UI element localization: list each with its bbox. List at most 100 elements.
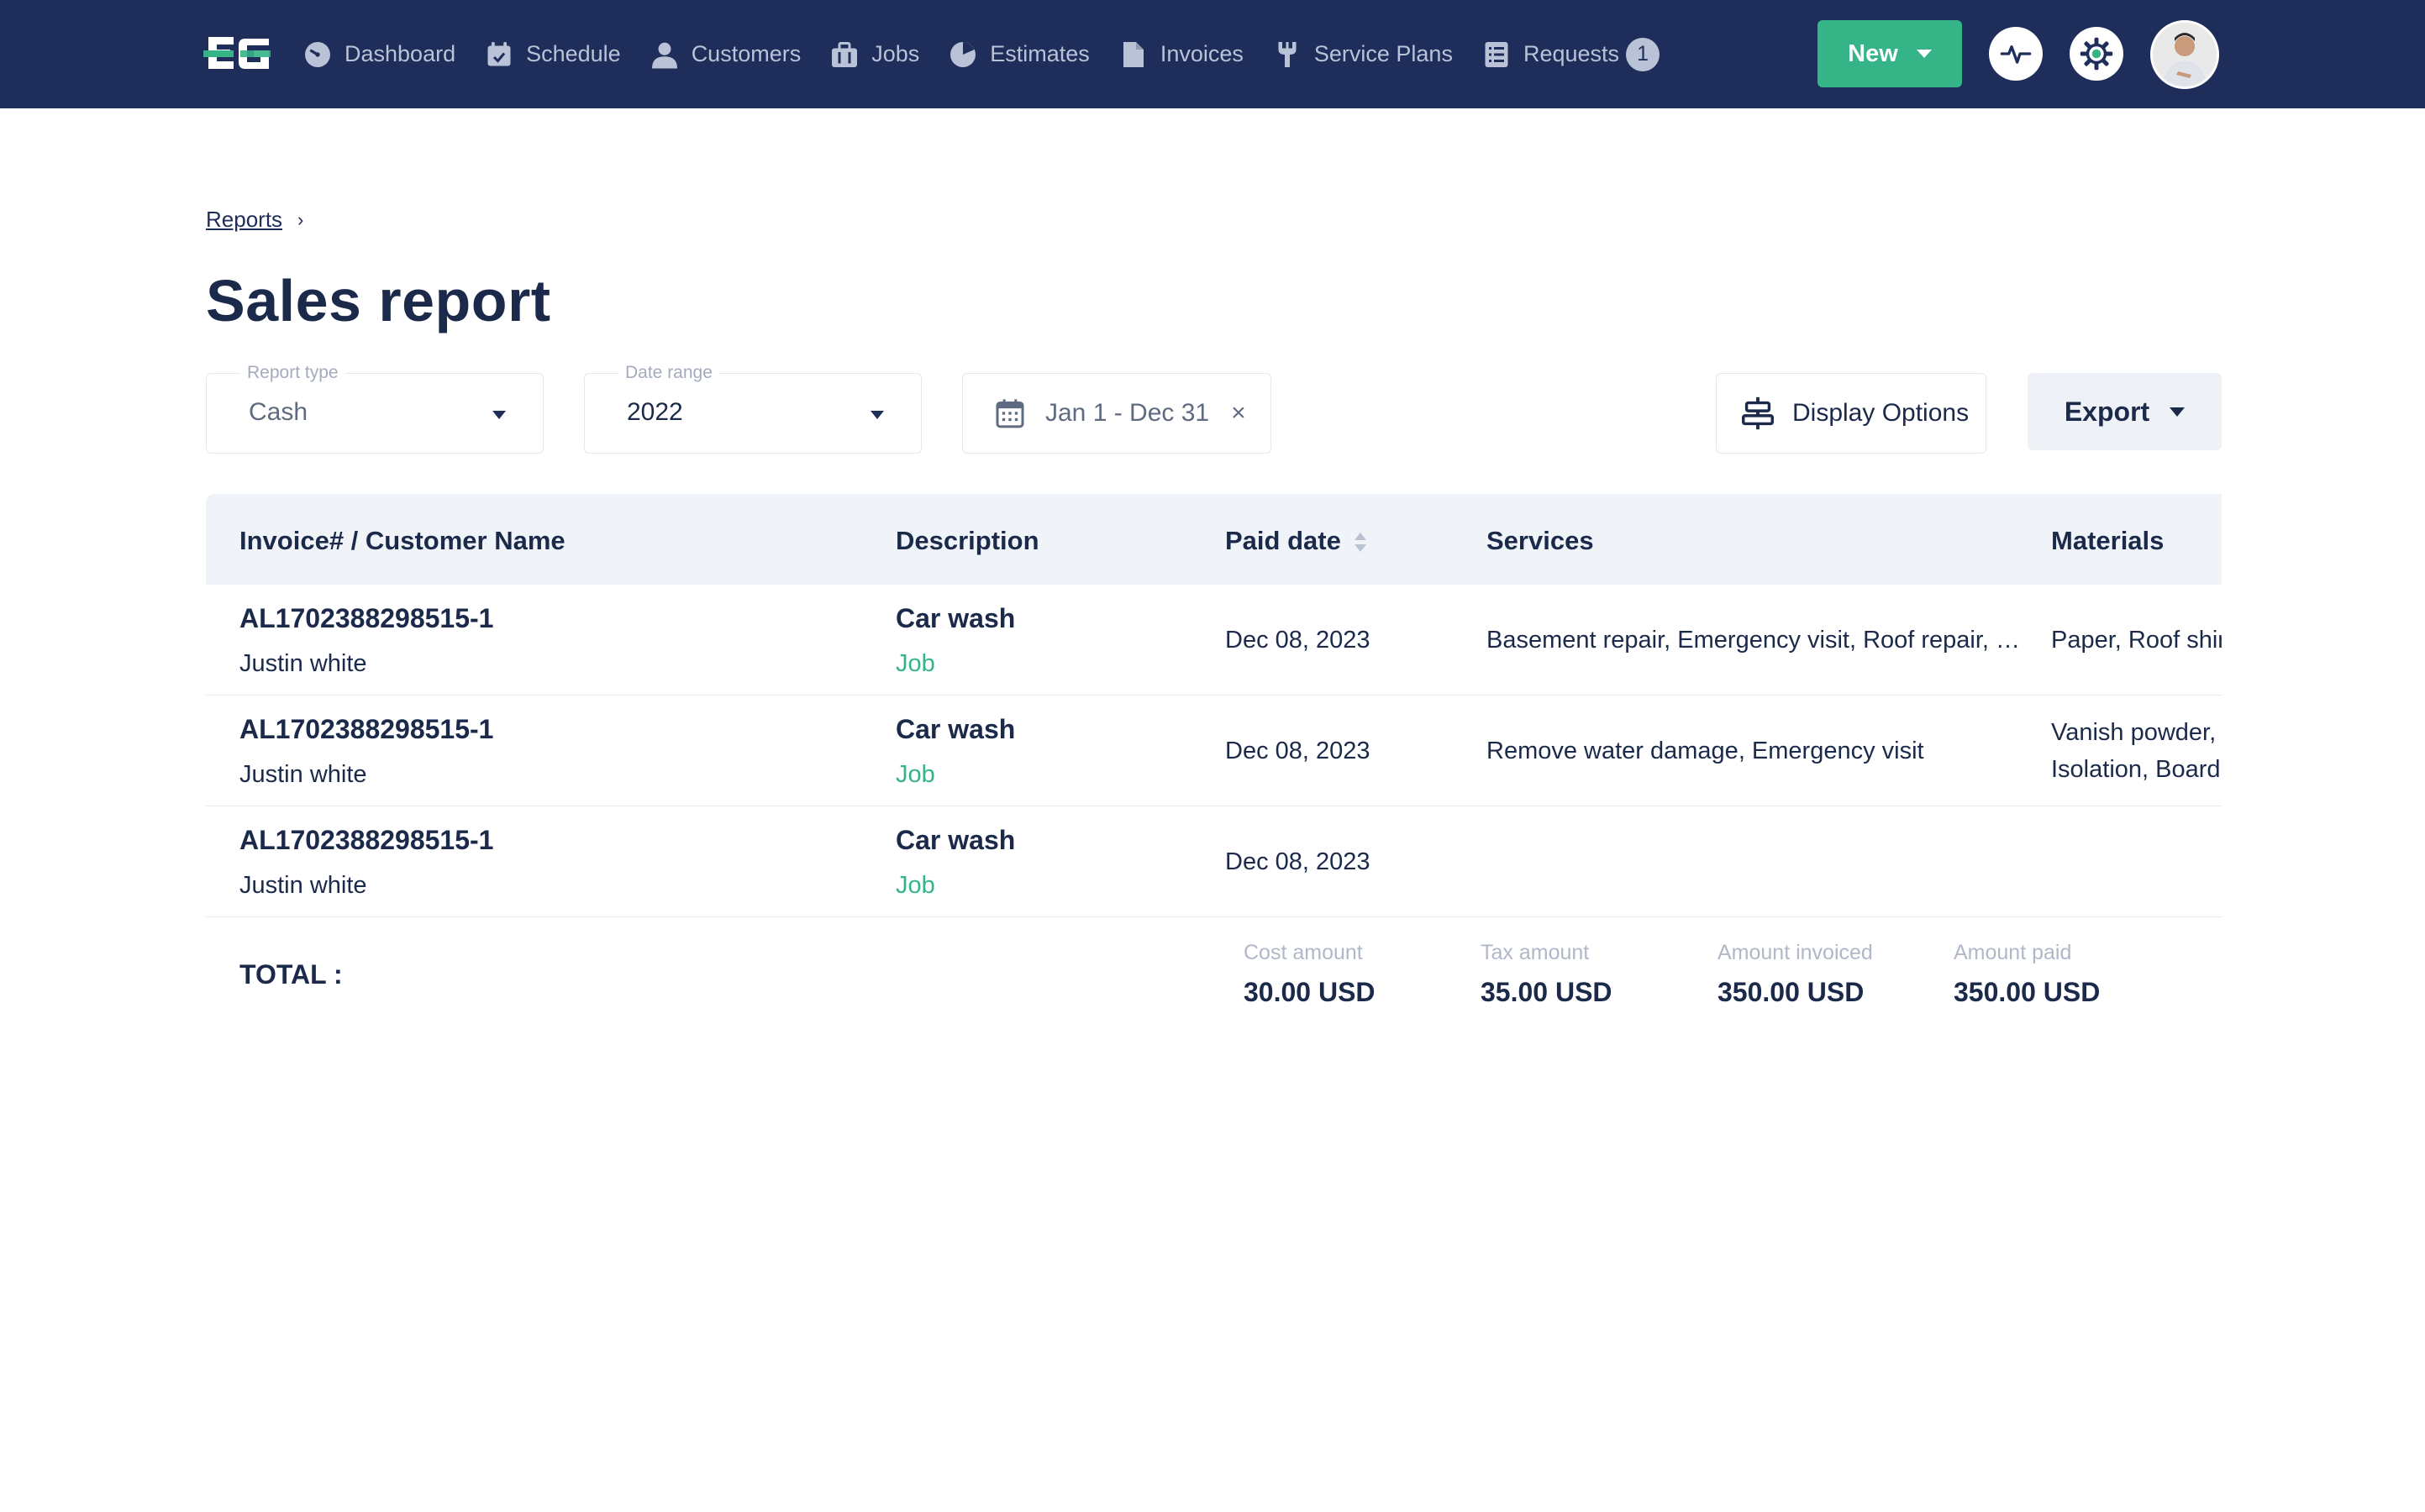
description-type: Job xyxy=(896,650,935,677)
gauge-icon xyxy=(305,41,330,67)
total-amount-paid: Amount paid 350.00 USD xyxy=(1954,941,2100,1008)
nav-item-label: Invoices xyxy=(1160,41,1244,66)
sort-icon[interactable] xyxy=(1354,531,1366,554)
page-title: Sales report xyxy=(206,268,551,333)
table-row[interactable]: AL1702388298515-1 Justin white Car wash … xyxy=(206,806,2222,917)
calendar-icon xyxy=(996,399,1024,428)
column-header-label: Paid date xyxy=(1225,526,1341,555)
nav-item-label: Customers xyxy=(691,41,802,66)
materials: Vanish powder, Isolation, Board xyxy=(2051,719,2221,783)
user-icon xyxy=(651,42,677,68)
nav-item-requests[interactable]: Requests 1 xyxy=(1481,37,1660,71)
description-title: Car wash xyxy=(896,825,1016,855)
user-avatar[interactable] xyxy=(2150,20,2219,89)
date-range-select[interactable]: Date range 2022 xyxy=(584,363,922,454)
settings-button[interactable] xyxy=(2070,27,2123,81)
breadcrumb: Reports › xyxy=(206,207,303,233)
table-row[interactable]: AL1702388298515-1 Justin white Car wash … xyxy=(206,585,2222,696)
nav-item-label: Estimates xyxy=(990,41,1090,66)
customer-name: Justin white xyxy=(239,872,367,899)
nav-item-label: Requests xyxy=(1523,41,1620,66)
cost-amount-label: Cost amount xyxy=(1244,941,1363,964)
align-options-icon xyxy=(1742,396,1774,430)
description-title: Car wash xyxy=(896,714,1016,744)
paid-date: Dec 08, 2023 xyxy=(1225,738,1370,764)
amount-invoiced-value: 350.00 USD xyxy=(1717,977,1865,1007)
activity-pulse-icon xyxy=(2000,45,2032,64)
tax-amount-value: 35.00 USD xyxy=(1481,977,1612,1007)
nav-item-label: Schedule xyxy=(526,41,621,66)
nav-item-label: Jobs xyxy=(871,41,920,66)
column-header-description: Description xyxy=(896,526,1039,555)
table-header: Invoice# / Customer Name Description Pai… xyxy=(206,494,2222,585)
breadcrumb-reports-link[interactable]: Reports xyxy=(206,207,283,232)
date-range-text: Jan 1 - Dec 31 xyxy=(1045,399,1210,427)
total-label: TOTAL : xyxy=(239,959,343,990)
chevron-down-icon xyxy=(2170,407,2186,417)
table-row[interactable]: AL1702388298515-1 Justin white Car wash … xyxy=(206,696,2222,806)
nav-item-estimates[interactable]: Estimates xyxy=(948,39,1090,70)
document-icon xyxy=(1123,41,1144,67)
display-options-button[interactable]: Display Options xyxy=(1716,373,1986,454)
paid-date: Dec 08, 2023 xyxy=(1225,627,1370,654)
nav-item-customers[interactable]: Customers xyxy=(650,39,802,70)
date-range-value: 2022 xyxy=(627,398,683,426)
total-tax-amount: Tax amount 35.00 USD xyxy=(1481,941,1612,1008)
export-label: Export xyxy=(2064,396,2150,427)
invoice-number[interactable]: AL1702388298515-1 xyxy=(239,603,494,633)
avatar-photo-icon xyxy=(2153,23,2217,87)
description-title: Car wash xyxy=(896,603,1016,633)
new-button-label: New xyxy=(1848,39,1898,67)
total-cost-amount: Cost amount 30.00 USD xyxy=(1244,941,1376,1008)
column-header-paid-date[interactable]: Paid date xyxy=(1225,526,1366,556)
pie-chart-icon xyxy=(950,41,976,67)
invoice-number[interactable]: AL1702388298515-1 xyxy=(239,825,494,855)
wrench-icon xyxy=(1278,41,1297,67)
description-type: Job xyxy=(896,761,935,788)
activity-button[interactable] xyxy=(1989,27,2043,81)
customer-name: Justin white xyxy=(239,650,367,677)
briefcase-icon xyxy=(832,41,858,67)
nav-item-invoices[interactable]: Invoices xyxy=(1118,39,1244,70)
chevron-down-icon xyxy=(492,411,506,419)
total-amount-invoiced: Amount invoiced 350.00 USD xyxy=(1717,941,1873,1008)
nav-item-jobs[interactable]: Jobs xyxy=(829,39,919,70)
services: Remove water damage, Emergency visit xyxy=(1486,738,1924,764)
report-type-select[interactable]: Report type Cash xyxy=(206,363,544,454)
report-type-label: Report type xyxy=(240,363,345,383)
description-type: Job xyxy=(896,872,935,899)
nav-item-label: Service Plans xyxy=(1313,41,1453,66)
services: Basement repair, Emergency visit, Roof r… xyxy=(1486,627,2028,654)
date-range-label: Date range xyxy=(618,363,719,383)
report-type-value: Cash xyxy=(249,398,308,426)
column-header-services: Services xyxy=(1486,526,1594,555)
chevron-right-icon: › xyxy=(297,208,304,230)
paid-date: Dec 08, 2023 xyxy=(1225,848,1370,875)
nav-item-label: Dashboard xyxy=(345,41,456,66)
display-options-label: Display Options xyxy=(1792,399,1970,427)
invoice-number[interactable]: AL1702388298515-1 xyxy=(239,714,494,744)
new-button[interactable]: New xyxy=(1817,20,1962,87)
sales-report-table: Invoice# / Customer Name Description Pai… xyxy=(206,494,2222,1032)
gear-icon xyxy=(2080,37,2113,71)
date-range-picker[interactable]: Jan 1 - Dec 31 × xyxy=(962,373,1271,454)
cost-amount-value: 30.00 USD xyxy=(1244,977,1376,1007)
top-navigation-bar: Dashboard Schedule Customers Jobs Estima… xyxy=(0,0,2425,108)
amount-invoiced-label: Amount invoiced xyxy=(1717,941,1873,964)
amount-paid-value: 350.00 USD xyxy=(1954,977,2101,1007)
chevron-down-icon xyxy=(871,411,884,419)
list-icon xyxy=(1485,41,1508,67)
main-nav: Dashboard Schedule Customers Jobs Estima… xyxy=(302,0,1688,108)
calendar-check-icon xyxy=(487,41,511,66)
column-header-invoice: Invoice# / Customer Name xyxy=(239,526,565,555)
nav-item-service-plans[interactable]: Service Plans xyxy=(1272,39,1453,70)
export-button[interactable]: Export xyxy=(2028,373,2222,450)
nav-item-schedule[interactable]: Schedule xyxy=(484,39,621,70)
requests-count-badge: 1 xyxy=(1626,37,1660,71)
company-logo[interactable] xyxy=(200,32,272,74)
clear-dates-close-icon[interactable]: × xyxy=(1231,399,1246,427)
nav-item-dashboard[interactable]: Dashboard xyxy=(302,39,455,70)
customer-name: Justin white xyxy=(239,761,367,788)
materials: Paper, Roof shingles xyxy=(2051,627,2222,654)
amount-paid-label: Amount paid xyxy=(1954,941,2072,964)
